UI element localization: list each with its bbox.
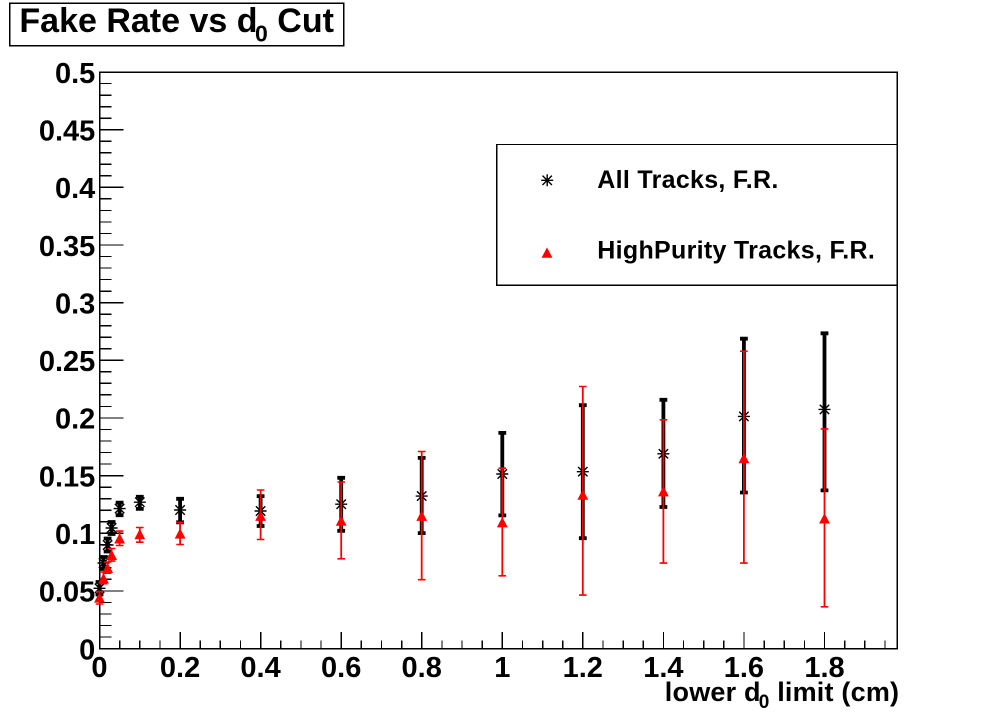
svg-text:1.2: 1.2: [563, 652, 603, 684]
svg-text:1.8: 1.8: [804, 652, 844, 684]
svg-text:0.15: 0.15: [39, 461, 95, 493]
svg-text:0.8: 0.8: [402, 652, 442, 684]
svg-text:0.6: 0.6: [321, 652, 361, 684]
svg-text:HighPurity Tracks, F.R.: HighPurity Tracks, F.R.: [597, 237, 875, 265]
svg-text:0: 0: [91, 652, 107, 684]
svg-text:0.2: 0.2: [55, 404, 95, 436]
svg-text:0.25: 0.25: [39, 346, 95, 378]
svg-text:1.4: 1.4: [643, 652, 683, 684]
svg-text:0.35: 0.35: [39, 231, 95, 263]
svg-text:1: 1: [494, 652, 510, 684]
svg-text:0.4: 0.4: [55, 173, 95, 205]
svg-text:1.6: 1.6: [724, 652, 764, 684]
svg-text:0.45: 0.45: [39, 115, 95, 147]
svg-text:0.1: 0.1: [55, 519, 95, 551]
svg-text:0.4: 0.4: [240, 652, 280, 684]
svg-text:0.5: 0.5: [55, 58, 95, 90]
svg-text:Fake Rate vs d0 Cut: Fake Rate vs d0 Cut: [19, 2, 334, 47]
svg-text:0: 0: [79, 634, 95, 666]
svg-text:All Tracks, F.R.: All Tracks, F.R.: [597, 166, 778, 194]
svg-text:0.3: 0.3: [55, 288, 95, 320]
svg-text:0.05: 0.05: [39, 577, 95, 609]
svg-text:0.2: 0.2: [160, 652, 200, 684]
